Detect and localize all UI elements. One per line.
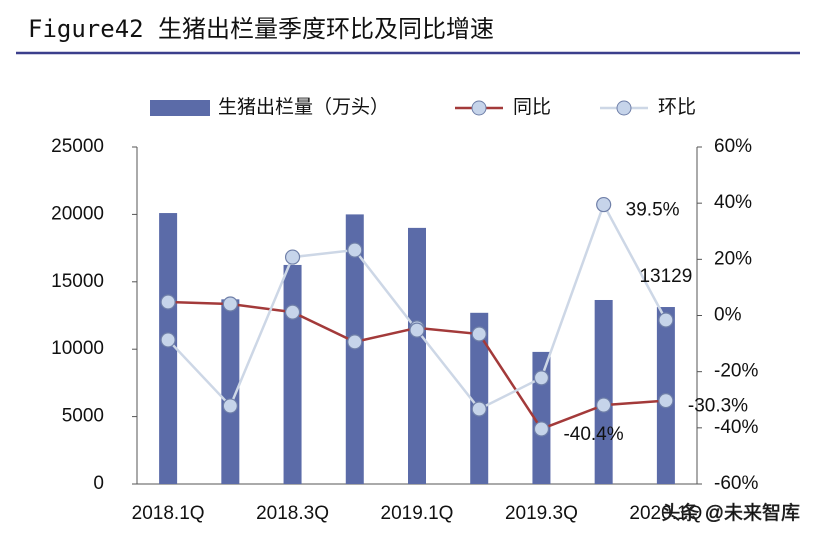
y-tick-label: 15000 [51, 271, 104, 292]
bar [594, 299, 613, 484]
bar [283, 264, 302, 484]
y2-tick-label: 20% [714, 248, 752, 269]
marker [160, 294, 176, 310]
legend-label: 生猪出栏量（万头） [218, 96, 389, 118]
marker [160, 332, 176, 348]
x-tick-label: 2018.3Q [256, 503, 329, 524]
y2-tick-label: -60% [714, 473, 758, 494]
y2-tick-label: 0% [714, 305, 742, 326]
bar [532, 351, 551, 484]
marker [222, 296, 238, 312]
marker [533, 370, 550, 386]
value-label: -30.3% [688, 396, 748, 417]
y2-tick-label: -20% [714, 361, 758, 382]
legend-marker [616, 100, 632, 116]
value-label: -40.4% [563, 424, 623, 445]
y-tick-label: 10000 [51, 338, 104, 359]
chart-title: Figure42 生猪出栏量季度环比及同比增速 [28, 15, 494, 43]
legend-label: 同比 [513, 96, 551, 118]
marker [284, 249, 301, 265]
y2-tick-label: 40% [714, 192, 752, 213]
x-tick-label: 2019.3Q [505, 503, 578, 524]
watermark: 头条 @未来智库 [661, 502, 800, 524]
y-tick-label: 0 [93, 473, 104, 494]
marker [658, 312, 674, 328]
x-tick-label: 2020.1Q [629, 503, 702, 524]
marker [284, 304, 301, 320]
bar [159, 213, 178, 484]
marker [658, 392, 674, 409]
marker [471, 326, 487, 342]
x-tick-label: 2018.1Q [132, 503, 205, 524]
value-label: 13129 [639, 266, 692, 287]
legend-swatch [150, 100, 210, 116]
bar [221, 299, 240, 484]
marker [347, 334, 363, 350]
y-tick-label: 25000 [51, 136, 104, 157]
y2-tick-label: -40% [714, 417, 758, 438]
marker [471, 401, 487, 417]
y-tick-label: 5000 [62, 406, 104, 427]
legend-marker [471, 100, 487, 116]
y-tick-label: 20000 [51, 203, 104, 224]
bar [470, 312, 489, 484]
bar [408, 227, 426, 484]
marker [596, 397, 612, 413]
x-tick-label: 2019.1Q [381, 503, 454, 524]
marker [409, 322, 425, 338]
marker [533, 421, 550, 437]
marker [596, 196, 612, 213]
legend-label: 环比 [658, 96, 696, 118]
y2-tick-label: 60% [714, 136, 752, 157]
marker [222, 398, 238, 414]
marker [347, 242, 363, 258]
value-label: 39.5% [626, 200, 680, 221]
